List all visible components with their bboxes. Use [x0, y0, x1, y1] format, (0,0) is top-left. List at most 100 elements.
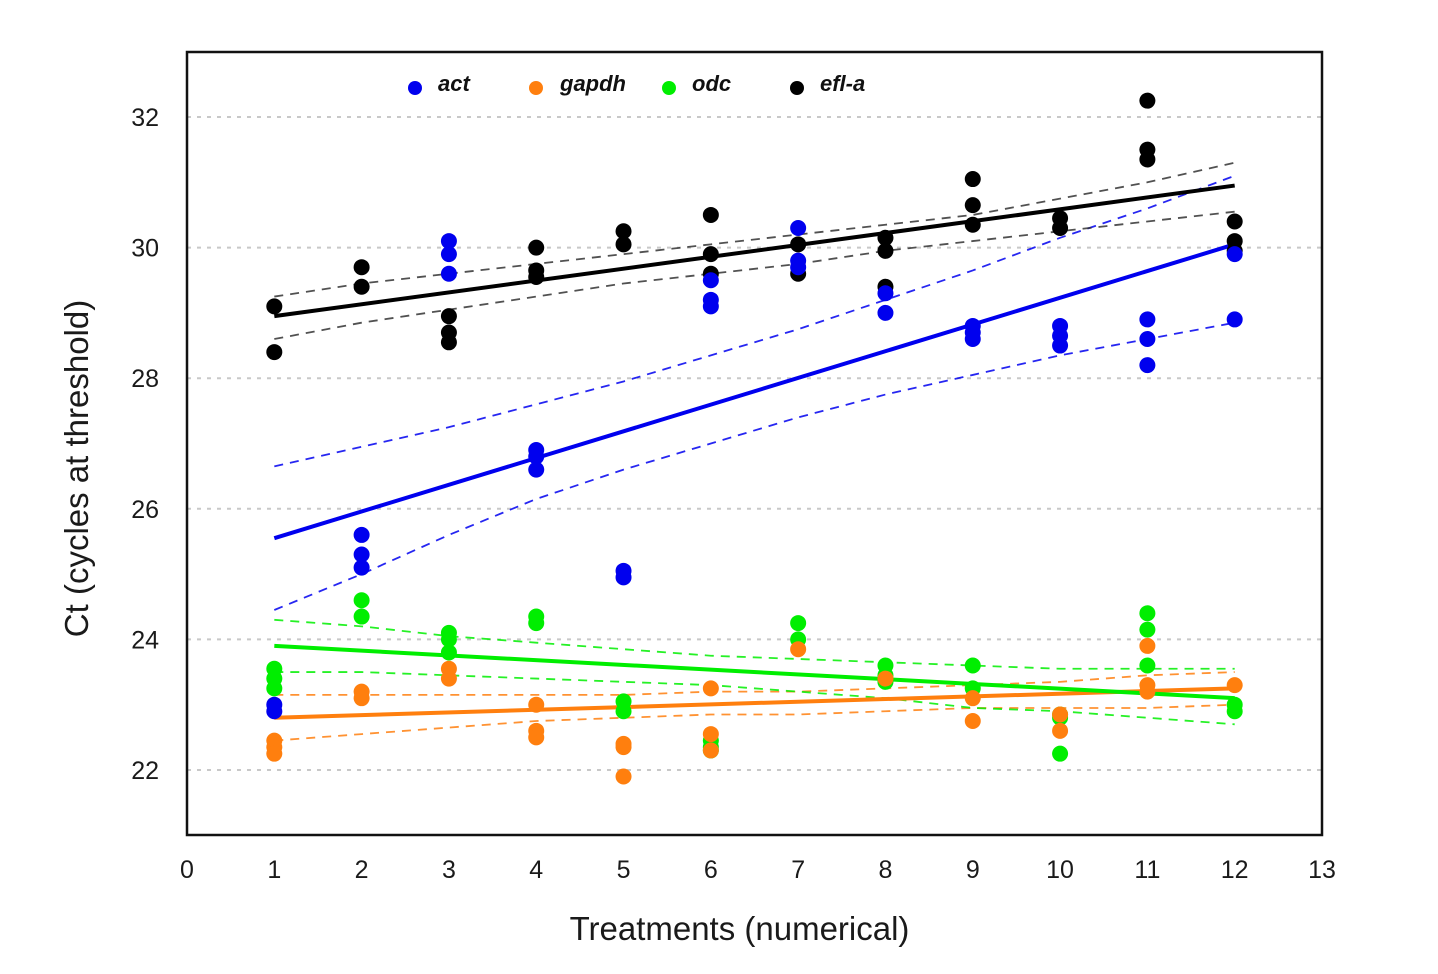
- act-data-point: [1139, 357, 1156, 374]
- legend-marker: [529, 81, 543, 95]
- regression-lines: [273, 183, 1236, 720]
- plot-frame: [185, 50, 1324, 837]
- legend-marker: [790, 81, 804, 95]
- y-tick-label: 32: [131, 104, 159, 132]
- gapdh-data-point: [1139, 683, 1156, 700]
- gapdh-data-point: [440, 670, 457, 687]
- gapdh-data-point: [1052, 722, 1069, 739]
- gapdh-data-point: [615, 768, 632, 785]
- legend-item-act: act: [408, 71, 471, 96]
- act-data-point: [877, 285, 894, 302]
- x-tick-label: 11: [1134, 856, 1160, 884]
- act-data-point: [1139, 311, 1156, 328]
- act-ci-lower-line: [273, 321, 1235, 611]
- data-points: [266, 92, 1243, 785]
- act-data-point: [440, 246, 457, 263]
- act-data-point: [1052, 337, 1069, 354]
- x-tick-label: 5: [617, 856, 631, 884]
- act-data-point: [528, 461, 545, 478]
- act-data-point: [790, 259, 807, 276]
- odc-data-point: [1052, 745, 1069, 762]
- gapdh-data-point: [702, 680, 719, 697]
- legend-marker: [408, 81, 422, 95]
- x-tick-label: 10: [1046, 856, 1074, 884]
- gapdh-data-point: [528, 729, 545, 746]
- efl-a-data-point: [877, 242, 894, 259]
- gapdh-data-point: [353, 690, 370, 707]
- odc-data-point: [440, 644, 457, 661]
- x-tick-label: 0: [180, 856, 194, 884]
- gapdh-data-point: [615, 739, 632, 756]
- y-tick-label: 30: [131, 235, 159, 263]
- odc-data-point: [1226, 703, 1243, 720]
- efl-a-data-point: [702, 206, 719, 223]
- x-tick-label: 4: [529, 856, 543, 884]
- x-tick-label: 1: [267, 856, 281, 884]
- act-data-point: [353, 559, 370, 576]
- legend-label: act: [438, 71, 471, 96]
- x-tick-label: 3: [442, 856, 456, 884]
- odc-data-point: [353, 592, 370, 609]
- legend-item-odc: odc: [662, 71, 731, 96]
- act-data-point: [528, 448, 545, 465]
- odc-data-point: [1139, 657, 1156, 674]
- gapdh-data-point: [266, 745, 283, 762]
- act-data-point: [266, 703, 283, 720]
- efl-a-data-point: [615, 236, 632, 253]
- odc-ci-upper-line: [274, 618, 1235, 670]
- legend-label: efl-a: [820, 71, 865, 96]
- gapdh-ci-lower-line: [274, 703, 1235, 742]
- act-data-point: [440, 233, 457, 250]
- act-data-point: [615, 569, 632, 586]
- y-tick-label: 28: [131, 365, 159, 393]
- act-data-point: [964, 331, 981, 348]
- act-data-point: [702, 298, 719, 315]
- legend-label: odc: [692, 71, 731, 96]
- x-tick-label: 8: [879, 856, 893, 884]
- odc-data-point: [528, 615, 545, 632]
- act-data-point: [702, 272, 719, 289]
- efl-a-data-point: [615, 223, 632, 240]
- odc-data-point: [353, 608, 370, 625]
- act-data-point: [1226, 311, 1243, 328]
- efl-a-data-point: [528, 239, 545, 256]
- efl-a-ci-lower-line: [274, 210, 1235, 340]
- x-tick-label: 2: [355, 856, 369, 884]
- odc-data-point: [266, 680, 283, 697]
- gapdh-data-point: [1226, 677, 1243, 694]
- confidence-bands: [273, 161, 1236, 742]
- legend-marker: [662, 81, 676, 95]
- efl-a-data-point: [964, 216, 981, 233]
- efl-a-data-point: [528, 268, 545, 285]
- odc-ci-lower-line: [274, 671, 1235, 726]
- act-data-point: [440, 265, 457, 282]
- act-data-point: [353, 546, 370, 563]
- legend-item-gapdh: gapdh: [529, 71, 626, 96]
- legend: act gapdh odc efl-a: [408, 71, 865, 96]
- odc-data-point: [440, 631, 457, 648]
- gapdh-data-point: [790, 641, 807, 658]
- odc-data-point: [1139, 621, 1156, 638]
- act-data-point: [877, 304, 894, 321]
- act-data-point: [790, 220, 807, 237]
- gapdh-data-point: [702, 742, 719, 759]
- gapdh-data-point: [877, 670, 894, 687]
- efl-a-data-point: [266, 298, 283, 315]
- legend-label: gapdh: [559, 71, 626, 96]
- x-tick-label: 12: [1221, 856, 1249, 884]
- efl-a-fit-line: [274, 183, 1235, 319]
- gapdh-data-point: [702, 726, 719, 743]
- x-tick-label: 6: [704, 856, 718, 884]
- odc-data-point: [1139, 605, 1156, 622]
- efl-a-data-point: [1139, 92, 1156, 109]
- gapdh-data-point: [964, 713, 981, 730]
- efl-a-data-point: [440, 334, 457, 351]
- act-data-point: [353, 526, 370, 543]
- efl-a-data-point: [702, 246, 719, 263]
- x-axis-ticks: 0 1 2 3 4 5 6 7 8 9 10 11 12 13: [180, 856, 1336, 884]
- gapdh-fit-line: [274, 686, 1235, 720]
- y-tick-label: 22: [131, 757, 159, 785]
- act-ci-upper-line: [274, 174, 1236, 468]
- legend-item-efl-a: efl-a: [790, 71, 865, 96]
- y-axis-title: Ct (cycles at threshold): [58, 300, 95, 637]
